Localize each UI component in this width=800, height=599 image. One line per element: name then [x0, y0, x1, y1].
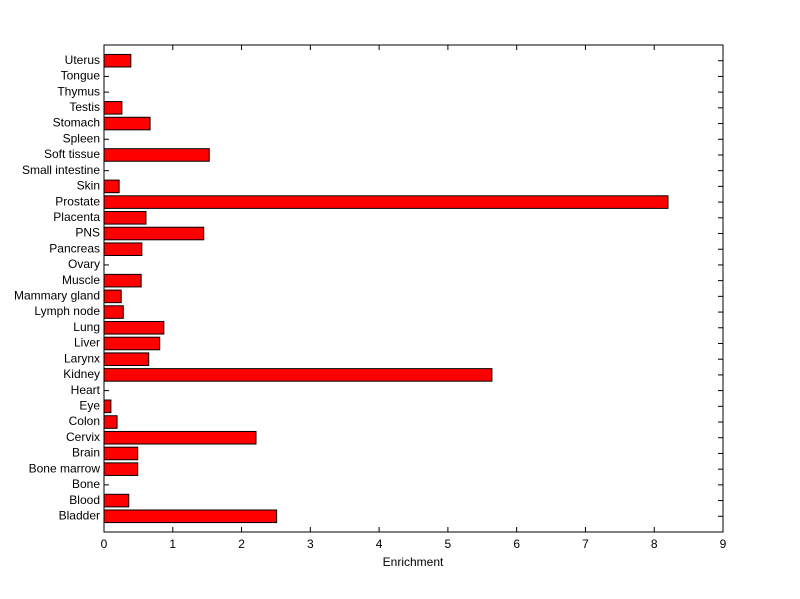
y-tick-label: Brain — [72, 446, 100, 460]
y-tick-label: PNS — [75, 226, 100, 240]
y-tick-label: Bladder — [59, 508, 100, 522]
bar — [103, 446, 139, 461]
y-tick-label: Mammary gland — [14, 289, 100, 303]
bar — [103, 430, 257, 445]
bar — [103, 399, 112, 414]
y-tick-label: Larynx — [64, 351, 100, 365]
y-tick-label: Uterus — [65, 53, 100, 67]
bar — [103, 53, 132, 68]
bar — [103, 509, 278, 524]
x-tick-label: 6 — [513, 537, 520, 551]
y-tick-label: Tongue — [61, 69, 101, 83]
x-tick-label: 7 — [582, 537, 589, 551]
y-tick-label: Thymus — [57, 84, 100, 98]
bar — [103, 336, 161, 351]
y-tick-label: Colon — [69, 414, 100, 428]
bar — [103, 273, 142, 288]
bar — [103, 462, 139, 476]
y-tick-label: Lymph node — [34, 304, 100, 318]
y-tick-label: Placenta — [53, 210, 100, 224]
bar — [103, 368, 493, 382]
y-tick-label: Soft tissue — [44, 147, 100, 161]
y-tick-label: Stomach — [53, 116, 100, 130]
y-tick-label: Kidney — [63, 367, 100, 381]
x-tick-label: 4 — [376, 537, 383, 551]
y-tick-label: Bone marrow — [29, 461, 101, 475]
x-tick-label: 8 — [651, 537, 658, 551]
x-axis-label: Enrichment — [383, 555, 444, 569]
bar — [103, 101, 123, 115]
y-tick-label: Small intestine — [22, 163, 100, 177]
bar — [103, 211, 147, 225]
bar — [103, 226, 205, 241]
x-tick-label: 5 — [445, 537, 452, 551]
y-tick-label: Pancreas — [49, 241, 100, 255]
bar — [103, 305, 124, 319]
y-tick-label: Skin — [77, 179, 100, 193]
y-tick-label: Cervix — [66, 430, 100, 444]
bar — [103, 352, 150, 366]
bar — [103, 116, 151, 131]
y-tick-label: Prostate — [55, 194, 100, 208]
y-tick-label: Liver — [74, 336, 100, 350]
bar — [103, 179, 120, 194]
x-tick-label: 9 — [720, 537, 727, 551]
bar — [103, 195, 669, 209]
x-tick-label: 0 — [101, 537, 108, 551]
y-tick-label: Blood — [69, 493, 100, 507]
y-tick-label: Bone — [72, 477, 100, 491]
y-tick-label: Spleen — [63, 131, 100, 145]
y-tick-label: Ovary — [68, 257, 100, 271]
y-tick-label: Heart — [71, 383, 101, 397]
y-tick-label: Lung — [73, 320, 100, 334]
bar — [103, 493, 130, 508]
plot-frame — [103, 44, 724, 533]
bar — [103, 148, 210, 162]
y-tick-label: Testis — [69, 100, 100, 114]
y-tick-label: Eye — [79, 398, 100, 412]
x-tick-label: 3 — [307, 537, 314, 551]
bar — [103, 320, 165, 335]
x-tick-label: 1 — [169, 537, 176, 551]
bar — [103, 415, 118, 429]
y-tick-label: Muscle — [62, 273, 100, 287]
x-tick-label: 2 — [238, 537, 245, 551]
bar — [103, 289, 122, 304]
bar — [103, 242, 143, 257]
